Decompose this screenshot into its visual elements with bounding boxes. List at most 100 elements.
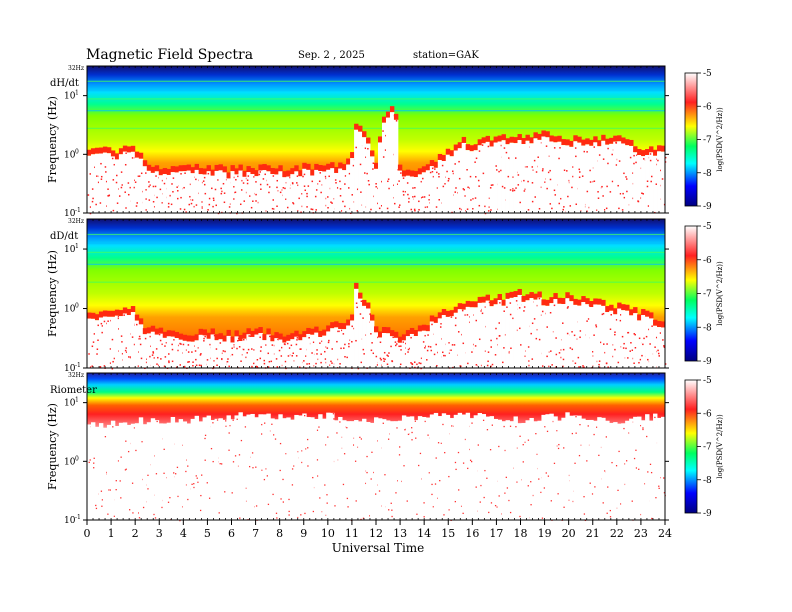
- psd-cell: [246, 352, 248, 354]
- psd-cell: [98, 147, 104, 154]
- psd-cell: [381, 180, 383, 183]
- psd-cell: [255, 505, 258, 507]
- psd-cell: [121, 184, 124, 186]
- psd-cell: [271, 207, 274, 210]
- psd-cell: [481, 143, 487, 213]
- psd-cell: [500, 169, 502, 172]
- y-tick-label: 10: [64, 516, 76, 526]
- psd-cell: [210, 169, 215, 176]
- psd-cell: [389, 421, 395, 520]
- psd-cell: [206, 171, 211, 213]
- psd-cell: [370, 156, 375, 213]
- psd-cell: [348, 187, 350, 189]
- psd-cell: [566, 307, 569, 309]
- psd-cell: [123, 314, 125, 316]
- psd-cell: [354, 129, 359, 213]
- psd-cell: [468, 187, 471, 189]
- psd-cell: [396, 427, 398, 429]
- psd-cell: [565, 292, 570, 299]
- psd-cell: [258, 170, 263, 213]
- psd-cell: [132, 512, 134, 514]
- psd-cell: [402, 177, 405, 179]
- psd-cell: [279, 469, 281, 472]
- psd-cell: [653, 149, 658, 156]
- psd-cell: [541, 299, 546, 306]
- psd-cell: [362, 299, 367, 306]
- psd-cell: [270, 360, 273, 363]
- psd-cell: [536, 328, 539, 331]
- psd-cell: [394, 344, 397, 347]
- psd-cell: [178, 171, 184, 213]
- psd-cell: [565, 145, 570, 213]
- psd-cell: [461, 303, 467, 310]
- psd-cell: [360, 300, 363, 303]
- psd-cell: [489, 146, 494, 213]
- psd-cell: [621, 143, 626, 213]
- psd-cell: [100, 162, 102, 165]
- psd-cell: [130, 312, 136, 368]
- psd-cell: [619, 192, 622, 195]
- psd-cell: [420, 362, 422, 365]
- psd-cell: [222, 182, 225, 185]
- psd-cell: [342, 483, 345, 486]
- psd-cell: [475, 157, 478, 160]
- psd-cell: [380, 359, 382, 361]
- psd-cell: [180, 173, 182, 175]
- psd-cell: [294, 414, 299, 520]
- psd-cell: [455, 468, 457, 471]
- psd-cell: [485, 416, 491, 520]
- psd-cell: [314, 326, 319, 333]
- psd-cell: [156, 363, 158, 365]
- psd-cell: [247, 348, 250, 351]
- psd-cell: [133, 186, 136, 189]
- psd-cell: [294, 165, 299, 172]
- psd-cell: [90, 318, 96, 368]
- psd-cell: [150, 418, 156, 520]
- psd-cell: [180, 343, 182, 345]
- psd-cell: [517, 174, 520, 176]
- psd-cell: [645, 310, 650, 317]
- psd-cell: [597, 304, 602, 368]
- psd-cell: [278, 414, 283, 520]
- psd-cell: [649, 420, 654, 520]
- psd-cell: [227, 358, 229, 360]
- psd-cell: [195, 358, 197, 361]
- psd-cell: [624, 463, 626, 465]
- psd-cell: [527, 209, 530, 211]
- psd-cell: [494, 504, 497, 507]
- psd-cell: [214, 418, 219, 520]
- psd-cell: [200, 494, 202, 497]
- psd-cell: [103, 320, 106, 323]
- psd-cell: [120, 497, 122, 499]
- psd-cell: [546, 187, 548, 190]
- psd-cell: [153, 513, 155, 516]
- colorbar: [684, 379, 698, 514]
- psd-cell: [168, 361, 170, 364]
- psd-cell: [453, 312, 459, 368]
- psd-cell: [614, 333, 616, 336]
- psd-cell: [157, 364, 160, 367]
- psd-cell: [234, 330, 239, 337]
- psd-cell: [114, 153, 120, 160]
- psd-cell: [553, 304, 556, 307]
- psd-cell: [483, 496, 485, 499]
- psd-cell: [401, 334, 407, 341]
- psd-cell: [324, 484, 326, 486]
- psd-cell: [393, 202, 396, 205]
- psd-cell: [284, 360, 287, 363]
- psd-cell: [508, 157, 510, 159]
- psd-cell: [431, 170, 434, 173]
- psd-cell: [609, 516, 612, 518]
- psd-cell: [441, 164, 444, 167]
- psd-cell: [376, 364, 379, 366]
- psd-cell: [549, 178, 552, 181]
- psd-cell: [350, 152, 355, 159]
- psd-cell: [158, 175, 164, 213]
- psd-cell: [553, 299, 558, 368]
- psd-cell: [375, 183, 377, 185]
- psd-cell: [664, 156, 667, 159]
- psd-cell: [509, 302, 512, 304]
- psd-cell: [334, 505, 336, 507]
- psd-cell: [269, 335, 271, 338]
- top-frequency-label: 32Hz: [68, 65, 84, 72]
